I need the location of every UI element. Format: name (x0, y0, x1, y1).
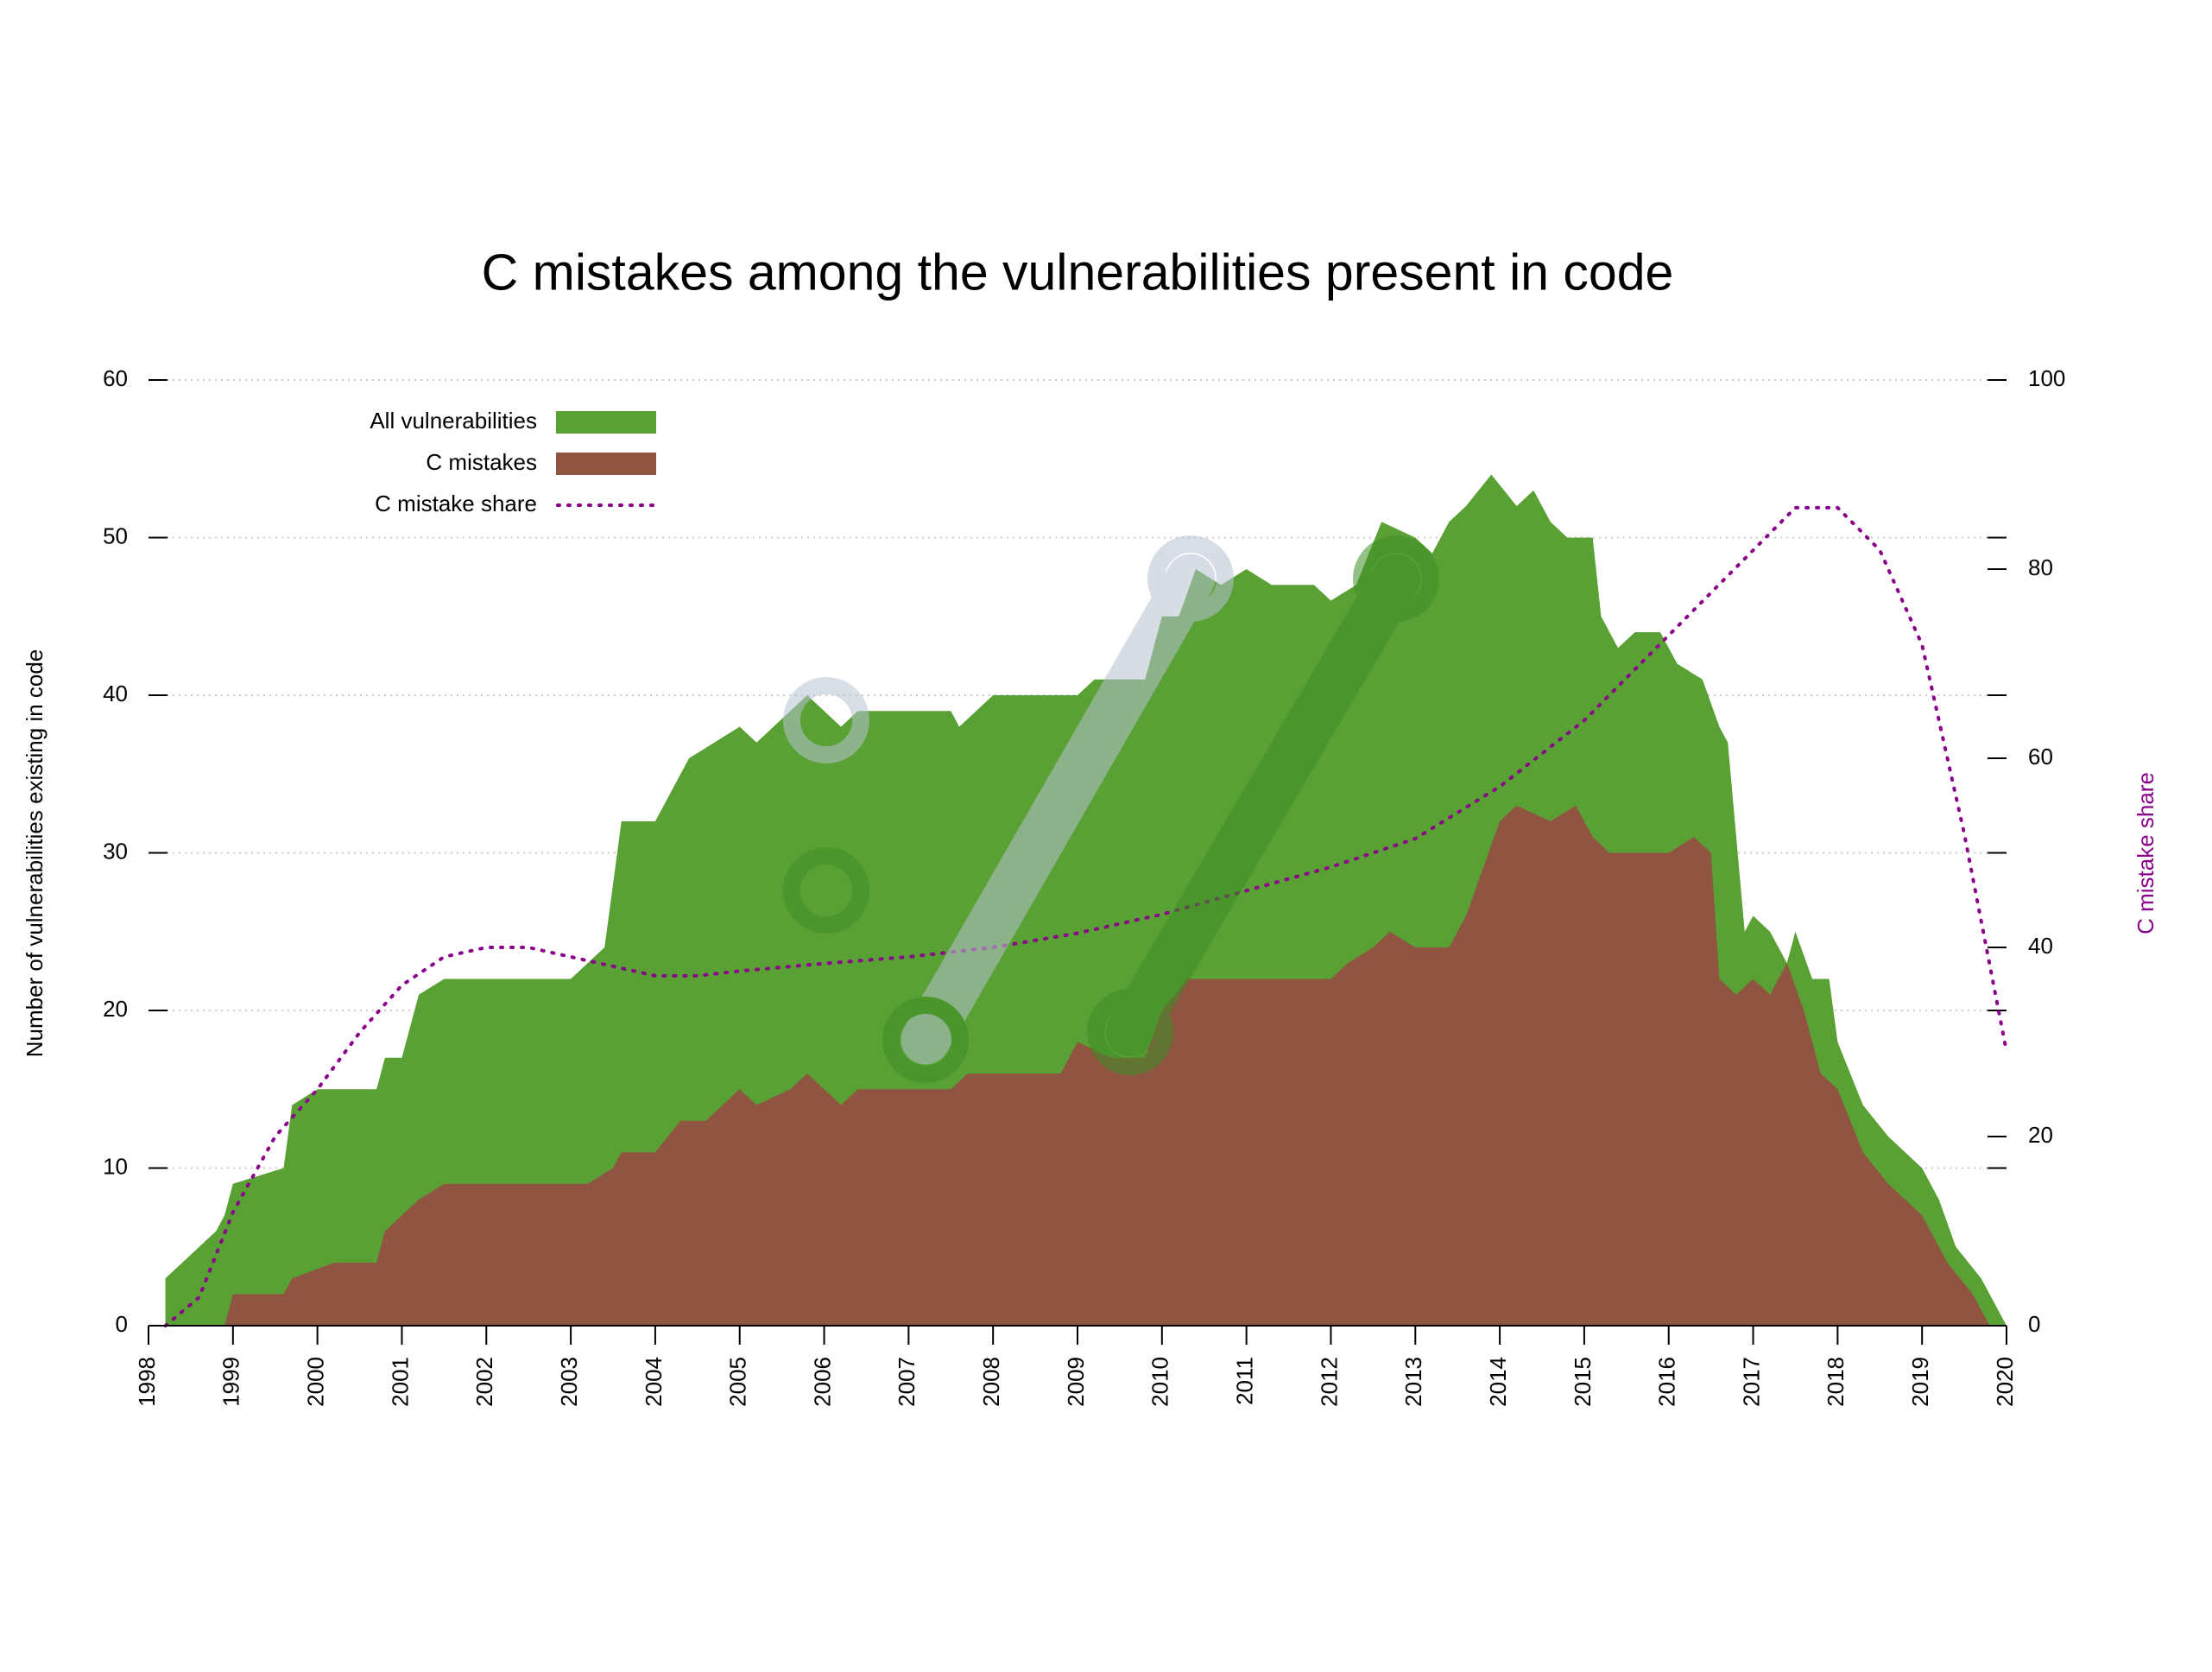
x-tick-label: 2013 (1400, 1357, 1426, 1407)
y2-axis-label: C mistake share (2133, 772, 2158, 934)
x-tick-label: 2017 (1738, 1357, 1764, 1407)
x-tick-label: 2014 (1485, 1357, 1511, 1407)
x-tick-label: 2009 (1063, 1357, 1089, 1407)
legend-swatch (556, 453, 656, 475)
y-tick-label: 40 (103, 681, 128, 706)
y2-tick-label: 0 (2028, 1311, 2040, 1337)
overlay-line (1105, 554, 1421, 1057)
y-axis-label: Number of vulnerabilities existing in co… (22, 649, 47, 1058)
legend: All vulnerabilities C mistakes C mistake s… (370, 408, 658, 516)
legend-label: C mistakes (426, 449, 537, 475)
x-tick-label: 2008 (978, 1357, 1004, 1407)
overlay-line (901, 554, 1216, 1065)
y-tick-label: 10 (103, 1153, 128, 1179)
overlay-circle (882, 997, 969, 1083)
chart-title: C mistakes among the vulnerabilities pre… (482, 244, 1674, 301)
legend-label: All vulnerabilities (370, 408, 537, 434)
y2-tick-label: 40 (2028, 933, 2053, 959)
y-tick-label: 60 (103, 365, 128, 391)
overlay-circle (783, 677, 869, 763)
overlay-circle (1353, 535, 1439, 622)
overlay-circle (1087, 989, 1173, 1075)
y2-tick-label: 20 (2028, 1122, 2053, 1148)
x-tick-label: 2015 (1570, 1357, 1596, 1407)
y2-tick-label: 60 (2028, 744, 2053, 770)
y2-tick-label: 100 (2028, 365, 2065, 391)
share-line (163, 505, 2008, 1327)
plot-area: 0 10 20 30 40 50 60 0 20 40 60 80 100 1998 1999 2000 200… (103, 365, 2065, 1407)
x-tick-label: 1998 (134, 1357, 160, 1407)
x-tick-label: 2005 (725, 1357, 751, 1407)
y-tick-label: 50 (103, 522, 128, 548)
x-tick-label: 2012 (1316, 1357, 1342, 1407)
x-tick-label: 2002 (471, 1357, 497, 1407)
x-tick-label: 2018 (1823, 1357, 1849, 1407)
x-tick-label: 2016 (1654, 1357, 1680, 1407)
x-tick-label: 2020 (1992, 1357, 2018, 1407)
x-tick-label: 2011 (1232, 1357, 1258, 1405)
x-tick-label: 2000 (303, 1357, 329, 1407)
x-tick-label: 2006 (809, 1357, 835, 1407)
x-tick-label: 2004 (641, 1357, 667, 1407)
x-tick-label: 2003 (556, 1357, 582, 1407)
overlay-circle (1147, 535, 1234, 622)
x-tick-label: 1999 (218, 1357, 244, 1407)
overlay-decoration (783, 535, 1439, 1083)
x-tick-label: 2001 (387, 1357, 413, 1407)
y2-tick-label: 80 (2028, 554, 2053, 580)
x-tick-label: 2019 (1907, 1357, 1933, 1407)
x-tick-label: 2010 (1147, 1357, 1173, 1407)
y-tick-label: 0 (116, 1311, 128, 1337)
legend-label: C mistake share (375, 491, 537, 516)
overlay-circle (783, 847, 869, 934)
x-tick-label: 2007 (894, 1357, 920, 1407)
y-tick-label: 30 (103, 838, 128, 864)
y-tick-label: 20 (103, 996, 128, 1022)
legend-swatch (556, 411, 656, 434)
